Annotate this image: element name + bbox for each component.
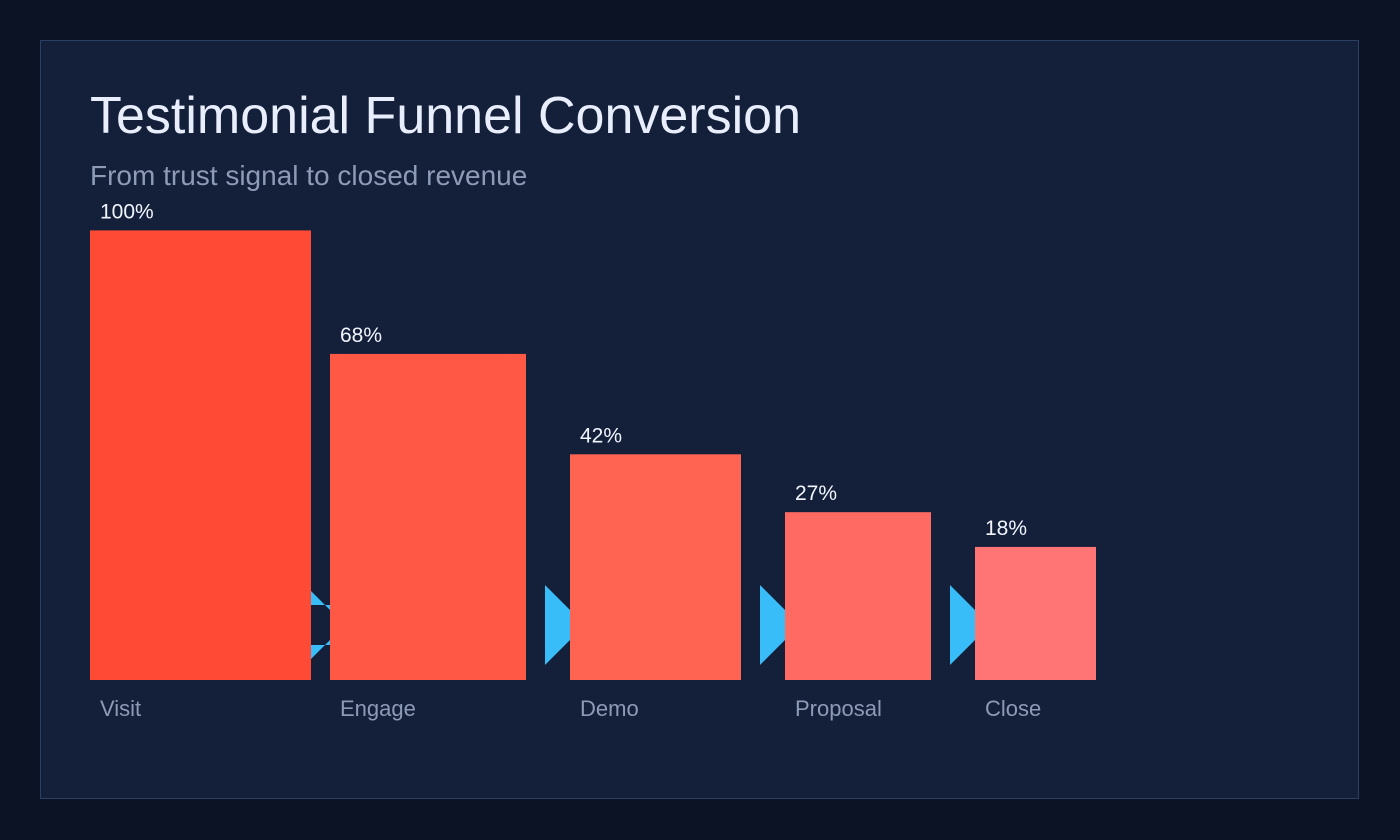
- category-label: Close: [985, 696, 1041, 721]
- flow-arrow-icon: [760, 585, 800, 665]
- category-label: Visit: [100, 696, 141, 721]
- label-group: 100% Visit 68% Engage 42% Demo 27% Proposal 18% C…: [100, 200, 1041, 721]
- category-label: Proposal: [795, 696, 882, 721]
- flow-arrow-icon: [545, 585, 585, 665]
- chart-subtitle: From trust signal to closed revenue: [90, 160, 528, 191]
- bar-close: [975, 546, 1096, 680]
- bar-visit: [90, 230, 311, 680]
- arrow-group: [305, 585, 990, 665]
- value-label: 42%: [580, 424, 622, 447]
- bar-demo: [570, 454, 741, 680]
- category-label: Engage: [340, 696, 416, 721]
- flow-arrow-icon: [305, 585, 345, 665]
- value-label: 100%: [100, 200, 154, 223]
- chart-title: Testimonial Funnel Conversion: [90, 87, 802, 145]
- value-label: 27%: [795, 482, 837, 505]
- category-label: Demo: [580, 696, 639, 721]
- value-label: 68%: [340, 324, 382, 347]
- bar-proposal: [785, 512, 931, 680]
- flow-arrow-icon: [950, 585, 990, 665]
- bar-group: [90, 230, 1096, 680]
- bar-engage: [330, 353, 526, 680]
- value-label: 18%: [985, 517, 1027, 540]
